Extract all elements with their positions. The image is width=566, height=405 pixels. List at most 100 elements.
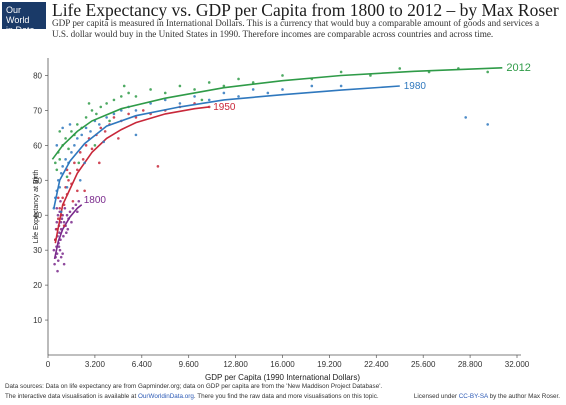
x-tick-label-4: 12.800 bbox=[223, 360, 248, 369]
point-2012-25 bbox=[222, 84, 226, 88]
point-1980-21 bbox=[134, 109, 138, 112]
point-1980-13 bbox=[84, 126, 88, 130]
point-1800-30 bbox=[77, 199, 81, 203]
point-1950-35 bbox=[71, 199, 75, 203]
x-tick-label-8: 25.600 bbox=[411, 360, 436, 369]
point-1950-5 bbox=[61, 196, 64, 200]
point-1950-21 bbox=[103, 130, 107, 133]
fit-line-1950 bbox=[54, 106, 210, 244]
y-tick-label-20: 20 bbox=[33, 281, 42, 290]
point-2012-0 bbox=[54, 161, 57, 165]
point-1950-18 bbox=[90, 147, 94, 151]
y-tick-label-10: 10 bbox=[33, 316, 42, 325]
point-1980-31 bbox=[281, 88, 284, 91]
point-1950-20 bbox=[99, 126, 103, 130]
x-tick-label-5: 16.000 bbox=[270, 360, 295, 369]
point-1950-10 bbox=[68, 172, 72, 175]
point-2012-11 bbox=[84, 116, 88, 119]
point-1980-11 bbox=[76, 137, 79, 140]
point-1980-17 bbox=[105, 116, 108, 119]
fit-line-1980 bbox=[53, 85, 400, 209]
point-2012-24 bbox=[207, 81, 211, 84]
x-tick-label-0: 0 bbox=[46, 360, 51, 369]
point-1950-38 bbox=[117, 137, 120, 140]
point-1950-9 bbox=[67, 178, 70, 182]
point-1800-32 bbox=[59, 255, 63, 259]
point-1950-2 bbox=[56, 217, 60, 221]
footer-note-suffix: . There you find the raw data and more v… bbox=[193, 393, 379, 400]
point-1800-37 bbox=[59, 199, 62, 203]
point-1800-9 bbox=[56, 213, 60, 217]
point-2012-16 bbox=[112, 98, 116, 102]
x-tick-label-9: 28.800 bbox=[458, 360, 483, 369]
x-tick-label-6: 19.200 bbox=[317, 360, 342, 369]
point-1980-9 bbox=[70, 151, 73, 154]
point-1980-38 bbox=[102, 140, 105, 144]
series-label-1800: 1800 bbox=[84, 195, 107, 206]
point-2012-21 bbox=[163, 91, 167, 95]
point-1980-33 bbox=[339, 84, 343, 88]
point-1980-18 bbox=[112, 112, 116, 116]
point-1950-14 bbox=[78, 151, 82, 154]
point-1950-41 bbox=[76, 189, 79, 193]
series-label-2012: 2012 bbox=[506, 62, 530, 74]
point-2012-12 bbox=[90, 109, 94, 112]
point-1950-25 bbox=[127, 112, 130, 116]
point-1980-30 bbox=[266, 91, 270, 95]
point-1800-35 bbox=[61, 252, 64, 255]
point-2012-20 bbox=[149, 88, 152, 91]
x-tick-label-7: 22.400 bbox=[364, 360, 389, 369]
y-tick-label-50: 50 bbox=[33, 176, 42, 185]
point-1980-24 bbox=[178, 102, 182, 105]
series-label-1980: 1980 bbox=[404, 81, 427, 92]
point-1980-5 bbox=[59, 172, 63, 175]
point-1800-36 bbox=[70, 220, 73, 224]
point-1980-40 bbox=[464, 116, 468, 119]
point-2012-39 bbox=[122, 84, 126, 88]
point-2012-6 bbox=[67, 147, 70, 151]
footer-sources-text: Data sources: Data on life expectancy ar… bbox=[5, 383, 383, 390]
point-1800-27 bbox=[68, 210, 72, 214]
x-tick-label-3: 9.600 bbox=[179, 360, 200, 369]
point-2012-27 bbox=[251, 81, 255, 84]
fit-line-1800 bbox=[53, 204, 83, 260]
point-2012-5 bbox=[64, 137, 67, 140]
point-2012-30 bbox=[339, 70, 343, 74]
point-1800-33 bbox=[65, 231, 68, 235]
point-2012-19 bbox=[134, 95, 138, 98]
license-link[interactable]: CC-BY-SA bbox=[458, 393, 488, 400]
point-1980-32 bbox=[310, 84, 314, 88]
fit-line-2012 bbox=[51, 67, 503, 160]
point-1980-36 bbox=[68, 123, 72, 126]
point-1980-42 bbox=[59, 210, 63, 214]
y-tick-label-80: 80 bbox=[33, 71, 42, 80]
point-1980-35 bbox=[61, 126, 64, 130]
y-tick-label-40: 40 bbox=[33, 211, 42, 220]
footer-sources: Data sources: Data on life expectancy ar… bbox=[5, 383, 382, 390]
point-2012-22 bbox=[178, 84, 182, 88]
point-2012-36 bbox=[65, 175, 69, 179]
point-1980-12 bbox=[80, 133, 84, 137]
point-1980-44 bbox=[78, 178, 82, 182]
x-tick-label-1: 3.200 bbox=[85, 360, 106, 369]
point-2012-17 bbox=[119, 95, 123, 98]
point-1800-38 bbox=[76, 210, 79, 214]
point-1980-6 bbox=[61, 165, 64, 168]
point-2012-7 bbox=[70, 130, 73, 133]
point-1980-34 bbox=[55, 144, 59, 147]
point-1980-37 bbox=[83, 161, 86, 165]
point-1980-28 bbox=[237, 95, 240, 98]
point-1980-10 bbox=[73, 144, 76, 147]
point-1950-23 bbox=[112, 116, 116, 119]
point-1800-29 bbox=[74, 203, 78, 207]
y-tick-label-60: 60 bbox=[33, 141, 42, 150]
point-1950-37 bbox=[97, 161, 101, 165]
point-1980-41 bbox=[486, 123, 489, 126]
chart-title: Life Expectancy vs. GDP per Capita from … bbox=[52, 0, 559, 20]
point-1980-27 bbox=[222, 91, 226, 95]
point-2012-41 bbox=[87, 102, 91, 105]
owid-link[interactable]: OurWorldinData.org bbox=[138, 393, 194, 400]
point-1800-41 bbox=[66, 227, 70, 231]
point-1800-13 bbox=[58, 231, 61, 235]
